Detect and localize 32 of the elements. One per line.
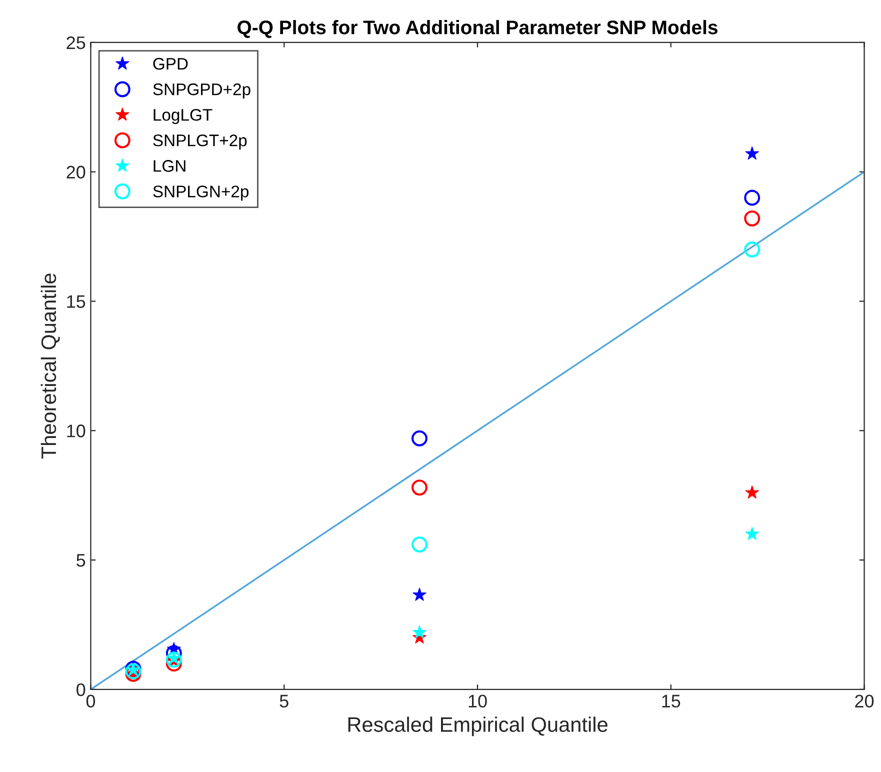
x-tick-label: 10 (468, 694, 487, 708)
point (166, 656, 182, 672)
legend-label: SNPLGT+2p (153, 134, 247, 150)
y-tick-label: 20 (66, 166, 86, 179)
legend-label: GPD (153, 58, 188, 70)
point (744, 241, 760, 258)
point (745, 485, 760, 499)
x-tick-label: 20 (855, 694, 874, 708)
point (744, 190, 760, 206)
x-tick-label: 15 (662, 694, 680, 708)
y-tick-label: 5 (76, 554, 86, 567)
x-axis-title: Rescaled Empirical Quantile (348, 716, 608, 736)
point (412, 536, 428, 552)
point (412, 588, 426, 601)
legend-label: LGN (154, 160, 186, 172)
y-tick-label: 25 (66, 36, 86, 50)
legend-label: SNPGPD+2p (153, 83, 250, 99)
point (744, 210, 760, 226)
legend-label: SNPLGN+2p (153, 186, 249, 201)
point (745, 146, 760, 160)
y-tick-label: 0 (76, 683, 86, 696)
point (412, 430, 428, 446)
y-tick-label: 10 (67, 424, 86, 438)
point (412, 625, 426, 638)
point (412, 480, 428, 496)
x-tick-label: 0 (86, 694, 96, 708)
legend-label: LogLGT (154, 108, 212, 124)
point (745, 526, 760, 540)
x-tick-label: 5 (280, 694, 288, 708)
y-axis-title: Theoretical Quantile (40, 274, 60, 459)
y-tick-label: 15 (67, 295, 86, 308)
chart-title: Q-Q Plots for Two Additional Parameter SNP Models (238, 20, 718, 38)
